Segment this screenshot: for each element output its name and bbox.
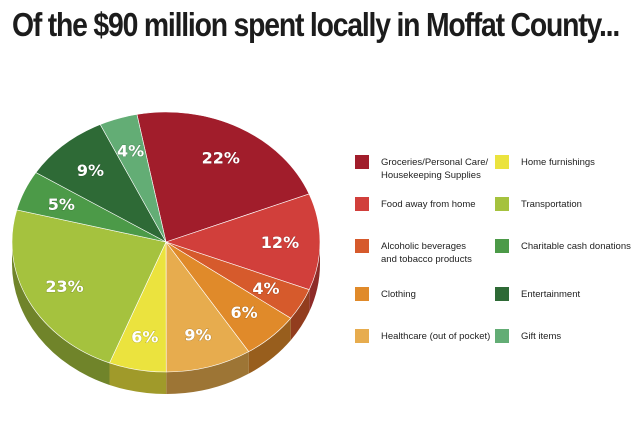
legend-item: Food away from home bbox=[355, 197, 476, 211]
legend: Groceries/Personal Care/ Housekeeping Su… bbox=[355, 148, 635, 368]
legend-swatch bbox=[495, 155, 509, 169]
legend-swatch bbox=[495, 329, 509, 343]
pie-slice-1 bbox=[165, 193, 321, 291]
pie-slice-0 bbox=[136, 111, 310, 243]
legend-swatch bbox=[495, 239, 509, 253]
legend-item: Transportation bbox=[495, 197, 582, 211]
legend-label: Home furnishings bbox=[521, 157, 595, 168]
legend-label: Alcoholic beverages and tobacco products bbox=[381, 241, 472, 265]
legend-item: Clothing bbox=[355, 287, 416, 301]
legend-label: Entertainment bbox=[521, 289, 581, 300]
legend-item: Groceries/Personal Care/ Housekeeping Su… bbox=[355, 155, 489, 182]
pie-slice-4 bbox=[165, 241, 250, 373]
chart-title: Of the $90 million spent locally in Moff… bbox=[12, 6, 620, 43]
slice-label-1: 12% bbox=[261, 233, 299, 252]
pie-chart: 22%12%4%6%9%6%23%5%9%4% bbox=[11, 111, 321, 394]
legend-swatch bbox=[495, 197, 509, 211]
legend-label: Transportation bbox=[521, 199, 582, 210]
legend-item: Healthcare (out of pocket) bbox=[355, 329, 491, 343]
slice-label-0: 22% bbox=[202, 149, 240, 168]
slice-label-8: 9% bbox=[77, 161, 104, 180]
pie-side-5 bbox=[109, 362, 167, 394]
pie-slice-8 bbox=[35, 124, 167, 243]
legend-swatch bbox=[355, 239, 369, 253]
pie-slice-6 bbox=[11, 209, 167, 364]
slice-label-4: 9% bbox=[184, 325, 211, 344]
slice-label-7: 5% bbox=[48, 195, 75, 214]
slice-label-2: 4% bbox=[252, 279, 279, 298]
legend-swatch bbox=[495, 287, 509, 301]
slice-label-5: 6% bbox=[131, 328, 158, 347]
legend-swatch bbox=[355, 155, 369, 169]
pie-side-6 bbox=[12, 242, 110, 385]
legend-swatch bbox=[355, 329, 369, 343]
legend-swatch bbox=[355, 197, 369, 211]
pie-slice-9 bbox=[99, 113, 167, 243]
legend-label: Gift items bbox=[521, 331, 562, 342]
pie-labels: 22%12%4%6%9%6%23%5%9%4% bbox=[45, 141, 300, 347]
pie-top bbox=[11, 111, 321, 373]
legend-item: Alcoholic beverages and tobacco products bbox=[355, 239, 472, 266]
pie-side-2 bbox=[290, 289, 310, 341]
legend-label: Healthcare (out of pocket) bbox=[381, 331, 491, 342]
slice-label-6: 23% bbox=[45, 277, 83, 296]
legend-item: Home furnishings bbox=[495, 155, 595, 169]
legend-item: Entertainment bbox=[495, 287, 581, 301]
legend-swatch bbox=[355, 287, 369, 301]
legend-label: Clothing bbox=[381, 289, 416, 300]
legend-item: Gift items bbox=[495, 329, 562, 343]
legend-label: Groceries/Personal Care/ Housekeeping Su… bbox=[381, 157, 489, 181]
legend-label: Charitable cash donations bbox=[521, 241, 631, 252]
pie-sides bbox=[12, 242, 320, 394]
pie-side-3 bbox=[248, 318, 291, 374]
pie-side-4 bbox=[166, 351, 249, 394]
legend-label: Food away from home bbox=[381, 199, 476, 210]
slice-label-9: 4% bbox=[117, 142, 144, 161]
slice-label-3: 6% bbox=[231, 303, 258, 322]
legend-item: Charitable cash donations bbox=[495, 239, 631, 253]
